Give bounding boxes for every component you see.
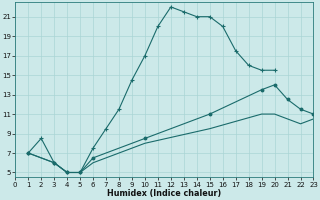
X-axis label: Humidex (Indice chaleur): Humidex (Indice chaleur) bbox=[107, 189, 221, 198]
